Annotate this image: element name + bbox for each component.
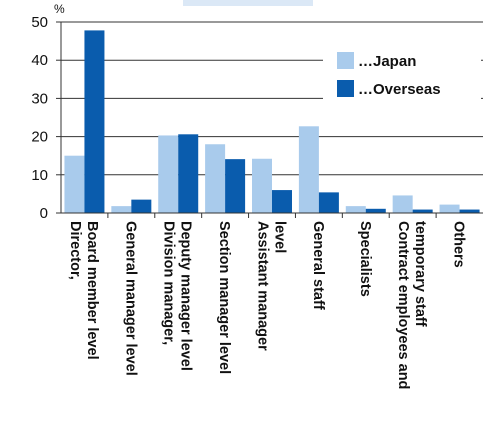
top-decoration-bar: [183, 0, 313, 6]
legend-swatch-japan: [337, 52, 354, 69]
x-category-label: Assistant manager: [255, 221, 271, 351]
x-axis: Director, Board member level General manag…: [61, 212, 483, 389]
bar-japan: [111, 206, 132, 213]
x-category-label: Specialists: [357, 221, 373, 297]
y-tick-label: 10: [31, 167, 48, 184]
x-category-label: Deputy manager level: [178, 221, 194, 371]
bar-japan: [392, 195, 413, 213]
y-tick-label: 50: [31, 14, 48, 31]
x-category-label: General staff: [310, 221, 326, 310]
bar-overseas: [272, 190, 292, 213]
bar-japan: [252, 158, 272, 213]
bar-japan: [439, 204, 460, 213]
y-tick-label: 0: [40, 205, 48, 222]
bar-overseas: [318, 192, 339, 213]
y-tick-label: 40: [31, 52, 48, 69]
bar-japan: [298, 126, 319, 213]
legend: …Japan …Overseas: [323, 40, 481, 102]
bar-japan: [158, 135, 179, 213]
x-category-label: level: [272, 221, 288, 253]
y-tick-label: 30: [31, 90, 48, 107]
x-category-label: Section manager level: [216, 221, 232, 374]
legend-label-overseas: …Overseas: [358, 81, 441, 98]
y-axis: 0 10 20 30 40 50: [31, 14, 62, 222]
bar-overseas: [412, 209, 433, 213]
x-category-label: temporary staff: [412, 221, 428, 327]
bar-overseas: [365, 208, 386, 213]
bar-japan: [345, 206, 366, 213]
bar-overseas: [131, 199, 152, 213]
x-category-label: Division manager,: [161, 221, 177, 345]
legend-swatch-overseas: [337, 80, 354, 97]
bars: [64, 30, 480, 214]
x-category-label: Board member level: [84, 221, 100, 360]
x-category-label: General manager level: [122, 221, 138, 376]
x-category-label: Director,: [67, 221, 83, 280]
legend-label-japan: …Japan: [358, 53, 416, 70]
bar-overseas: [459, 209, 480, 213]
bar-japan: [205, 144, 226, 213]
bar-overseas: [178, 134, 199, 213]
bar-japan: [64, 155, 85, 213]
y-unit-label: %: [54, 2, 65, 16]
y-tick-label: 20: [31, 129, 48, 146]
x-category-label: Others: [451, 221, 467, 268]
bar-overseas: [225, 159, 246, 213]
x-category-label: Contract employees and: [395, 221, 411, 389]
bar-overseas: [84, 30, 105, 214]
